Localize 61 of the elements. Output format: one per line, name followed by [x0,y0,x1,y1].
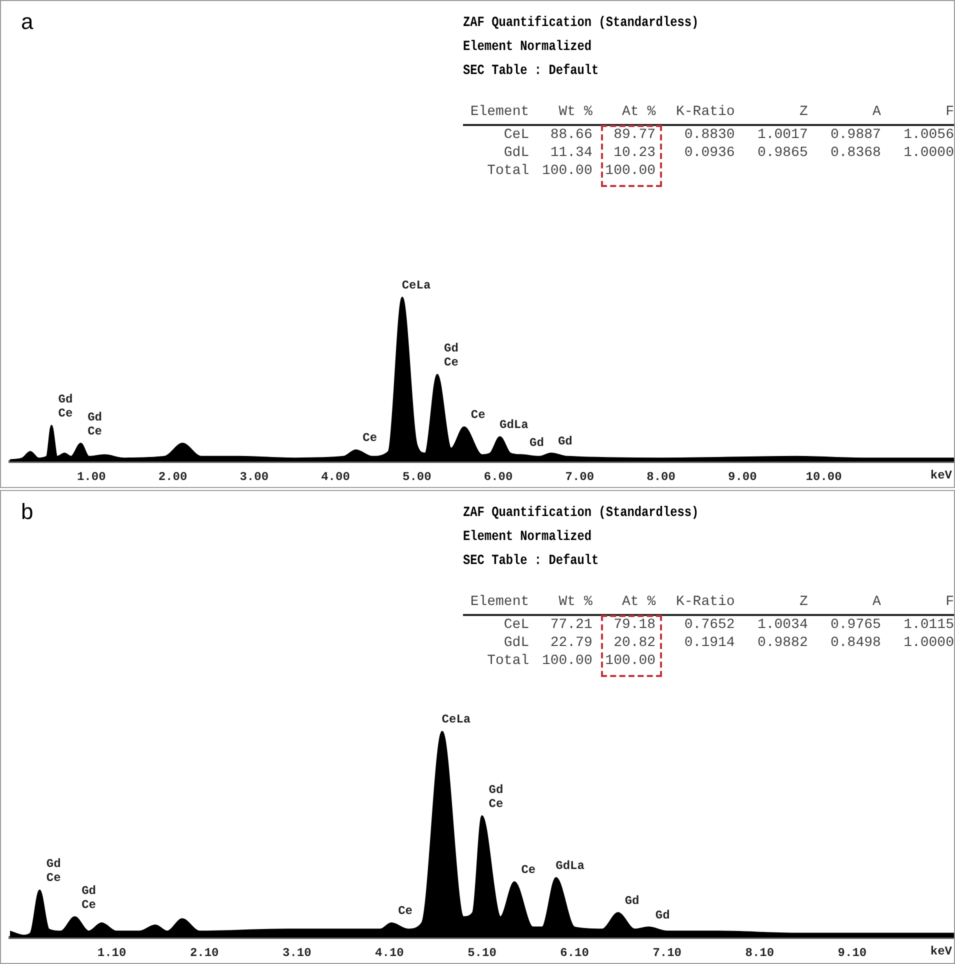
text: Element Normalized [463,39,592,55]
chart-title: b [21,499,34,525]
text: GdL 22.79 20.82 0.1914 0.9882 0.8498 1.0000 [504,635,954,651]
text: Element Wt % At % K-Ratio Z A F [470,594,954,610]
x-tick-label: 5.10 [468,946,496,960]
annotation: CeLa [442,712,471,727]
annotation: Ce [58,406,73,420]
annotation: Ce [488,797,504,812]
annotation: Ce [82,898,96,912]
text: ZAF Quantification (Standardless) [463,15,699,31]
annotation: Ce [444,356,458,370]
annotation: Gd [558,434,572,448]
x-tick-label: 8.00 [646,470,676,484]
x-tick-label: 2.10 [190,946,219,960]
annotation: Gd [58,392,73,406]
annotation: Gd [88,410,102,425]
x-tick-label: 5.00 [402,470,432,484]
x-tick-label: 4.10 [375,946,404,960]
text: SEC Table : Default [463,63,599,79]
annotation: Ce [398,904,413,918]
annotation: Ce [362,431,378,446]
x-tick-label: 10.00 [806,470,842,484]
text: Element Wt % At % K-Ratio Z A F [470,104,954,120]
annotation: Gd [529,436,544,450]
text: GdL 11.34 10.23 0.0936 0.9865 0.8368 1.0000 [504,145,954,161]
annotation: Gd [655,908,670,922]
x-tick-label: 6.00 [484,470,513,484]
annotation: Gd [488,783,504,798]
text: SEC Table : Default [463,553,599,569]
x-tick-label: 2.00 [158,470,188,484]
annotation: Gd [444,342,458,356]
annotation: GdLa [556,858,584,873]
annotation: GdLa [499,418,528,432]
annotation: CeLa [402,278,431,292]
chart-title: a [21,9,34,35]
text: ZAF Quantification (Standardless) [463,505,699,521]
annotation: Gd [46,857,61,872]
annotation: Ce [521,862,536,877]
x-axis-title: keV [930,468,953,483]
x-tick-label: 1.10 [97,946,126,960]
text: Total 100.00 100.00 [487,163,656,179]
annotation: Ce [88,424,102,439]
text: CeL 88.66 89.77 0.8830 1.0017 0.9887 1.0056 [504,127,954,143]
annotation: Ce [46,871,61,886]
x-tick-label: 9.10 [838,946,867,960]
annotation: Gd [82,884,96,898]
x-tick-label: 7.00 [565,470,594,484]
x-axis-title: keV [930,944,953,959]
x-tick-label: 4.00 [321,470,350,484]
x-tick-label: 6.10 [560,946,589,960]
annotation: Ce [470,408,486,422]
text: CeL 77.21 79.18 0.7652 1.0034 0.9765 1.0115 [504,617,954,633]
x-tick-label: 1.00 [76,470,106,484]
x-tick-label: 7.10 [652,946,682,960]
x-tick-label: 3.00 [240,470,269,484]
text: Element Normalized [463,529,592,545]
text: Total 100.00 100.00 [487,653,656,669]
x-tick-label: 8.10 [745,946,774,960]
annotation: Gd [624,894,640,908]
x-tick-label: 3.10 [282,946,312,960]
x-tick-label: 9.00 [728,470,757,484]
